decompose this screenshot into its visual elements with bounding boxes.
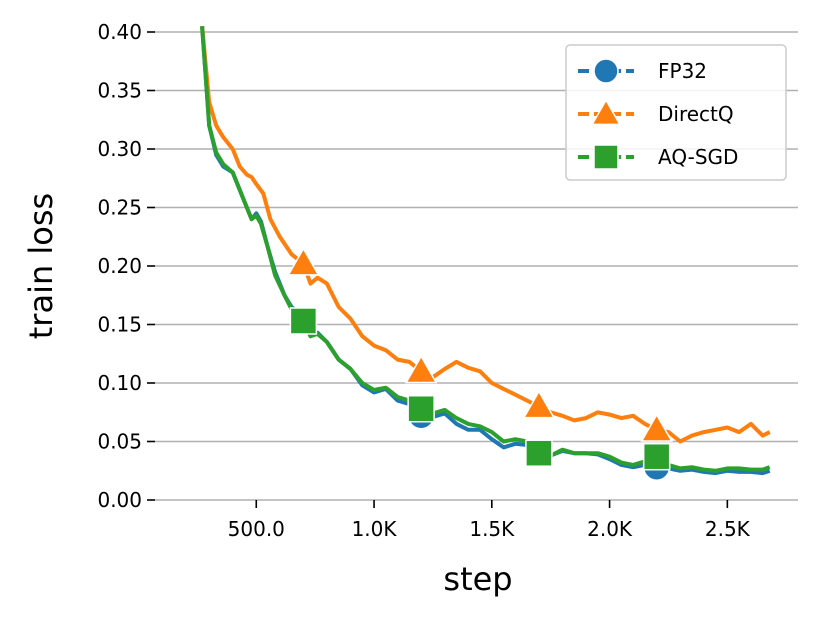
legend-label-aq-sgd: AQ-SGD (658, 145, 738, 169)
y-tick-label: 0.30 (97, 137, 142, 161)
x-axis-label: step (443, 560, 512, 598)
y-tick-label: 0.15 (97, 313, 142, 337)
data-point-directq (640, 413, 673, 442)
y-tick-label: 0.25 (97, 196, 142, 220)
data-point-aq-sgd (289, 307, 318, 335)
legend-marker-aq-sgd (593, 144, 619, 170)
legend: FP32 DirectQ AQ-SGD (565, 44, 787, 181)
x-tick-label: 1.5K (469, 517, 515, 541)
legend-label-directq: DirectQ (658, 102, 734, 126)
y-tick-label: 0.35 (97, 79, 142, 103)
series-line-directq (200, 26, 771, 444)
y-tick-label: 0.10 (97, 371, 142, 395)
y-tick-label: 0.05 (97, 430, 142, 454)
data-point-aq-sgd (525, 439, 553, 467)
data-point-aq-sgd (642, 442, 671, 471)
legend-box (565, 44, 787, 181)
series-layer (200, 26, 771, 481)
x-tick-label: 500.0 (228, 517, 285, 541)
x-tick-label: 2.0K (587, 517, 633, 541)
y-tick-label: 0.20 (97, 254, 142, 278)
legend-marker-directq (590, 98, 622, 126)
y-axis-label: train loss (22, 193, 60, 339)
legend-label-fp32: FP32 (658, 59, 707, 83)
data-point-directq (287, 247, 320, 276)
data-point-directq (522, 389, 556, 419)
axes (147, 31, 729, 508)
x-tick-label: 2.5K (705, 517, 751, 541)
grid-lines (155, 31, 798, 501)
y-tick-label: 0.40 (97, 20, 142, 44)
data-point-aq-sgd (407, 394, 435, 423)
y-tick-label: 0.00 (97, 488, 142, 512)
legend-marker-fp32 (593, 58, 619, 84)
tick-labels: 0.00 0.05 0.10 0.15 0.20 0.25 0.30 0.35 0.40 500.… (97, 20, 750, 541)
x-tick-label: 1.0K (352, 517, 398, 541)
data-point-directq (404, 354, 438, 384)
